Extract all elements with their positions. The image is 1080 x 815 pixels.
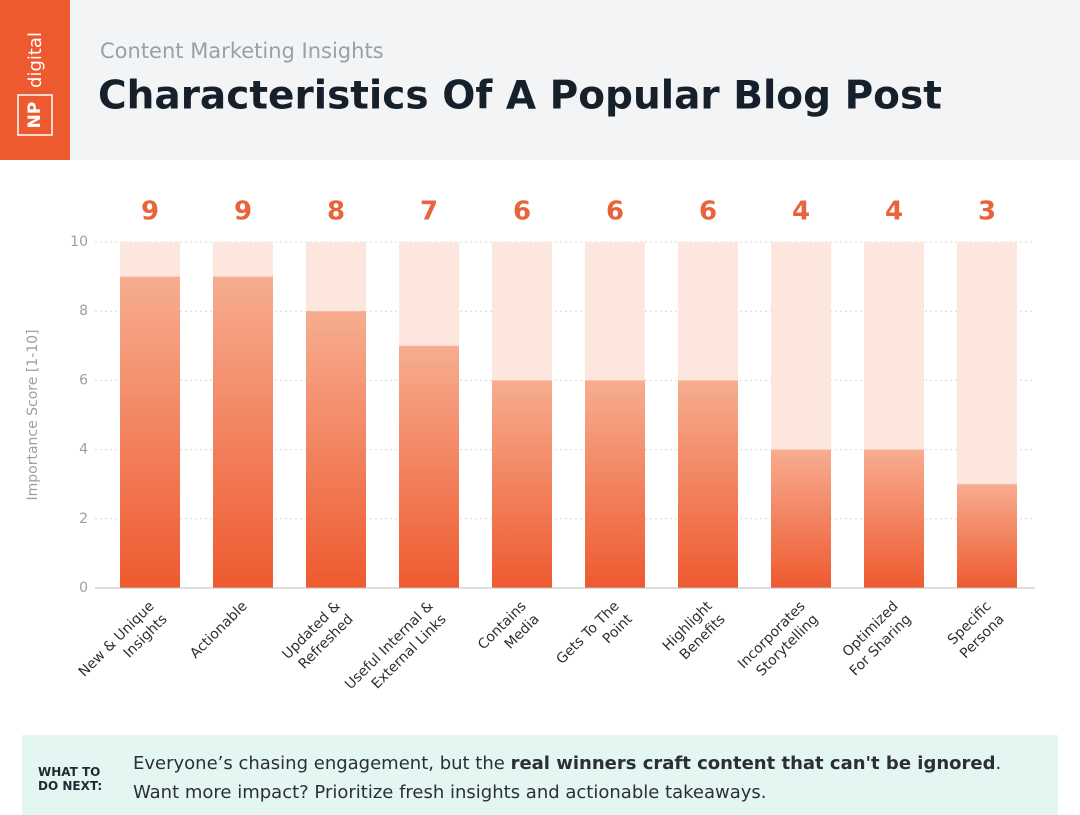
footer-heading-line: DO NEXT:	[38, 779, 103, 793]
logo-name: digital	[25, 32, 46, 88]
value-label: 6	[606, 197, 624, 227]
footer-heading-line: WHAT TO	[38, 765, 101, 779]
bar	[492, 380, 552, 588]
bar	[957, 484, 1017, 588]
y-tick-label: 6	[79, 372, 88, 388]
logo-np: NP	[25, 102, 45, 129]
value-label: 4	[792, 197, 810, 227]
value-label: 9	[141, 197, 159, 227]
bold-text: real winners craft content that can't be…	[510, 753, 996, 774]
value-label: 8	[327, 197, 345, 227]
value-label: 4	[885, 197, 903, 227]
bar	[771, 449, 831, 588]
header-band	[0, 0, 1080, 160]
value-label: 3	[978, 197, 996, 227]
value-label: 6	[513, 197, 531, 227]
bar	[678, 380, 738, 588]
chart-title: Characteristics Of A Popular Blog Post	[98, 74, 942, 119]
bar	[213, 276, 273, 588]
logo-frame	[17, 94, 53, 136]
y-tick-label: 4	[79, 442, 88, 458]
footer-heading: WHAT TO DO NEXT:	[38, 765, 118, 793]
logo-box	[0, 0, 70, 160]
bar	[120, 276, 180, 588]
bar	[864, 449, 924, 588]
y-axis-label: Importance Score [1-10]	[25, 329, 41, 500]
y-tick-label: 10	[70, 234, 88, 250]
text: . Want more impact? Prioritize fresh ins…	[133, 753, 1002, 803]
x-tick-label: Actionable	[187, 598, 251, 662]
y-tick-label: 2	[79, 511, 88, 527]
y-tick-label: 0	[79, 580, 88, 596]
bar	[585, 380, 645, 588]
bar	[399, 345, 459, 588]
footer: WHAT TO DO NEXT: Everyone’s chasing enga…	[22, 735, 1058, 815]
value-label: 6	[699, 197, 717, 227]
bar	[306, 311, 366, 588]
y-tick-label: 8	[79, 303, 88, 319]
value-label: 9	[234, 197, 252, 227]
subtitle: Content Marketing Insights	[100, 39, 384, 63]
footer-text: Everyone’s chasing engagement, but the r…	[133, 749, 1033, 807]
value-label: 7	[420, 197, 438, 227]
text: Everyone’s chasing engagement, but the	[133, 753, 511, 774]
